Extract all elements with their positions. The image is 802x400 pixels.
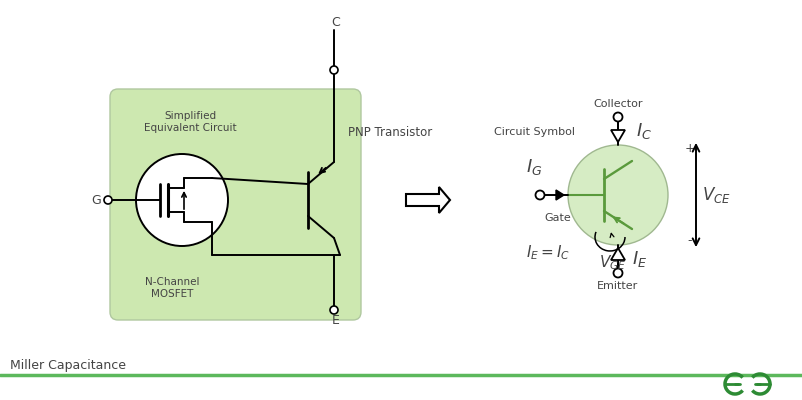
Circle shape	[330, 66, 338, 74]
Text: $I_E = I_C$: $I_E = I_C$	[526, 244, 570, 262]
FancyBboxPatch shape	[110, 89, 361, 320]
Circle shape	[330, 306, 338, 314]
Text: Gate: Gate	[545, 213, 571, 223]
Polygon shape	[611, 248, 625, 260]
Text: Collector: Collector	[593, 99, 642, 109]
Circle shape	[614, 268, 622, 278]
Text: $I_G$: $I_G$	[526, 157, 542, 177]
Text: Circuit Symbol: Circuit Symbol	[495, 127, 576, 137]
Polygon shape	[556, 190, 564, 200]
Text: $V_{GE}$: $V_{GE}$	[599, 254, 626, 272]
Text: $V_{CE}$: $V_{CE}$	[702, 185, 731, 205]
Polygon shape	[611, 130, 625, 142]
Text: C: C	[331, 16, 340, 28]
Text: +: +	[685, 142, 695, 156]
Text: E: E	[332, 314, 340, 326]
Circle shape	[536, 190, 545, 200]
Text: N-Channel
MOSFET: N-Channel MOSFET	[144, 277, 199, 299]
Text: PNP Transistor: PNP Transistor	[348, 126, 432, 138]
Circle shape	[614, 112, 622, 122]
Text: Simplified
Equivalent Circuit: Simplified Equivalent Circuit	[144, 111, 237, 133]
Text: Miller Capacitance: Miller Capacitance	[10, 358, 126, 372]
Circle shape	[568, 145, 668, 245]
Circle shape	[104, 196, 112, 204]
Text: G: G	[91, 194, 101, 206]
Text: -: -	[688, 234, 692, 248]
Text: $I_C$: $I_C$	[636, 121, 652, 141]
Circle shape	[136, 154, 228, 246]
Text: $I_E$: $I_E$	[632, 249, 647, 269]
Polygon shape	[406, 187, 450, 213]
Text: Emitter: Emitter	[597, 281, 638, 291]
